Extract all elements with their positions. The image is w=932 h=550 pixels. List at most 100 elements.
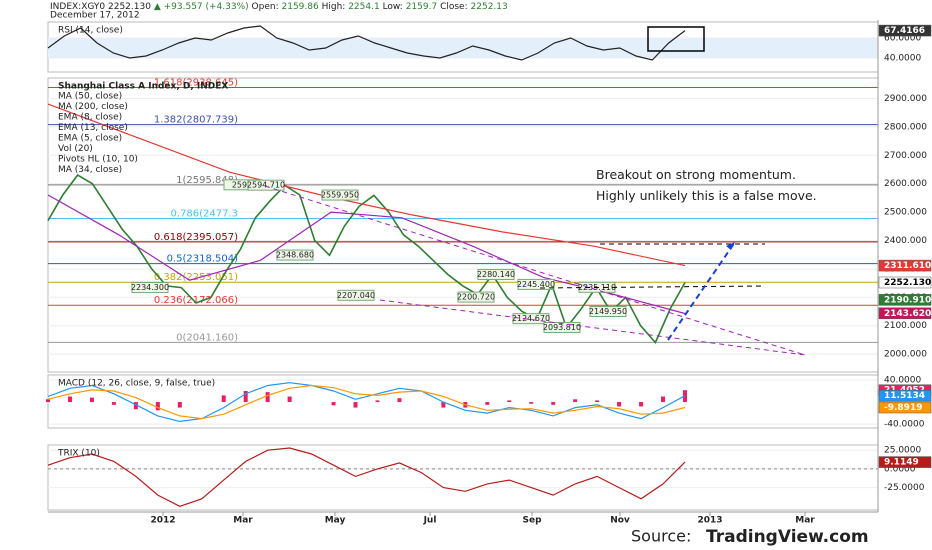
- high: 2254.1: [348, 2, 380, 12]
- y-tick-label: 60.0000: [884, 34, 921, 44]
- price-label: 2234.300: [131, 283, 169, 292]
- histogram-bar: [243, 391, 248, 403]
- legend-entry: Vol (20): [58, 144, 93, 154]
- fib-label: 0.236(2172.066): [154, 295, 238, 306]
- price-label-box: [337, 289, 375, 301]
- histogram-bar: [375, 400, 380, 403]
- price-label-box: [321, 189, 359, 201]
- fib-label: 1.618(2938.645): [154, 77, 238, 88]
- x-tick-label: Sep: [522, 516, 542, 526]
- histogram-bar: [441, 402, 446, 408]
- annotation: Highly unlikely this is a false move.: [596, 188, 817, 203]
- value-badge: [878, 401, 932, 414]
- legend-entry: MA (34, close): [58, 165, 122, 175]
- price-label-box: [589, 306, 627, 318]
- price-label: 2149.950: [589, 307, 627, 316]
- histogram-bar: [177, 402, 182, 408]
- change: ▲ +93.557 (+4.33%): [154, 2, 249, 12]
- y-tick-label: 2400.000: [884, 236, 927, 246]
- value-badge-label: 9.1149: [884, 458, 919, 468]
- y-tick-label: 25.0000: [884, 446, 921, 456]
- source-site: TradingView.com: [706, 527, 869, 547]
- value-badge-label: 67.4166: [884, 26, 925, 36]
- low: 2159.7: [406, 2, 438, 12]
- legend-entry: EMA (5, close): [58, 134, 122, 144]
- low-label: Low:: [383, 2, 403, 12]
- histogram-bar: [265, 392, 270, 403]
- histogram-bar: [133, 402, 138, 410]
- value-badge-label: 2311.610: [884, 261, 931, 271]
- price-label: 2124.670: [512, 314, 550, 323]
- price-label-box: [457, 291, 495, 303]
- value-badge-label: 11.5134: [884, 391, 925, 401]
- panel-title: RSI (14, close): [58, 26, 123, 36]
- legend-entry: MA (200, close): [58, 102, 128, 112]
- histogram-bar: [111, 402, 116, 405]
- price-label: 2559.950: [321, 191, 359, 200]
- y-tick-label: 2900.000: [884, 94, 927, 104]
- value-badge-label: 2143.620: [884, 309, 931, 319]
- drawings: [264, 26, 806, 356]
- histogram-bar: [617, 402, 622, 407]
- panel-title: TRIX (10): [57, 449, 100, 459]
- histogram-bar: [397, 398, 402, 403]
- y-tick-label: -40.0000: [884, 420, 925, 430]
- price-label: 2280.140: [477, 270, 515, 279]
- y-tick-label: 2100.000: [884, 321, 927, 331]
- annotation-box: Breakout on strong momentum. Highly unlik…: [596, 166, 856, 208]
- series-line: [47, 103, 686, 267]
- y-tick-label: 40.0000: [884, 54, 921, 64]
- symbol: INDEX:XGY0: [50, 2, 105, 12]
- fib-label: 0(2041.160): [176, 332, 238, 343]
- price-label-box: [517, 278, 555, 290]
- histogram-bar: [221, 395, 226, 403]
- trend-line: [264, 185, 806, 356]
- y-tick-label: 2700.000: [884, 151, 927, 161]
- x-tick-label: May: [325, 516, 346, 526]
- header: INDEX:XGY0 2252.130 ▲ +93.557 (+4.33%) O…: [50, 2, 508, 12]
- panel-title: Shanghai Class A Index, D, INDEX: [58, 82, 228, 92]
- open-label: Open:: [252, 2, 279, 12]
- value-badge: [878, 294, 932, 306]
- y-tick-label: -25.0000: [884, 483, 925, 493]
- x-tick-label: Mar: [233, 516, 253, 526]
- price-label: 2596: [232, 180, 252, 189]
- legend-entry: EMA (8, close): [58, 113, 122, 123]
- fib-label: 0.786(2477.3: [170, 209, 238, 220]
- date: December 17, 2012: [50, 11, 140, 21]
- histogram-bar: [89, 397, 94, 403]
- y-tick-label: 2800.000: [884, 122, 927, 132]
- price-label: 2245.400: [517, 280, 555, 289]
- legend-entry: EMA (13, close): [58, 123, 128, 133]
- fib-label: 0.618(2395.057): [154, 232, 238, 243]
- value-badge: [878, 259, 932, 272]
- x-tick-label: 2013: [697, 516, 722, 526]
- histogram-bar: [485, 402, 490, 405]
- value-badge-label: 2252.130: [884, 278, 931, 288]
- histogram-bar: [661, 396, 666, 403]
- histogram-bar: [46, 399, 50, 403]
- y-tick-label: 2000.000: [884, 350, 927, 360]
- y-tick-label: 2500.000: [884, 208, 927, 218]
- value-badge: [878, 24, 932, 37]
- fib-label: 0.5(2318.504): [167, 254, 239, 265]
- price-label: 2200.720: [457, 293, 495, 302]
- price-label: 2348.680: [276, 251, 314, 260]
- value-badge: [878, 456, 932, 468]
- series-line: [47, 382, 686, 423]
- annotation: Breakout on strong momentum.: [596, 167, 796, 182]
- histogram-bar: [353, 402, 358, 408]
- fib-label: 1.382(2807.739): [154, 115, 238, 126]
- fib-label: 0.382(2253.051): [154, 272, 238, 283]
- resistance-line: [539, 285, 766, 289]
- high-label: High:: [322, 2, 346, 12]
- x-tick-label: Mar: [795, 516, 815, 526]
- histogram-bar: [529, 402, 534, 404]
- close-label: Close:: [440, 2, 468, 12]
- series-line: [47, 384, 686, 420]
- value-badge: [878, 389, 932, 402]
- legend-entry: MA (50, close): [58, 92, 122, 102]
- histogram-bar: [155, 402, 160, 411]
- value-badge: [878, 307, 932, 320]
